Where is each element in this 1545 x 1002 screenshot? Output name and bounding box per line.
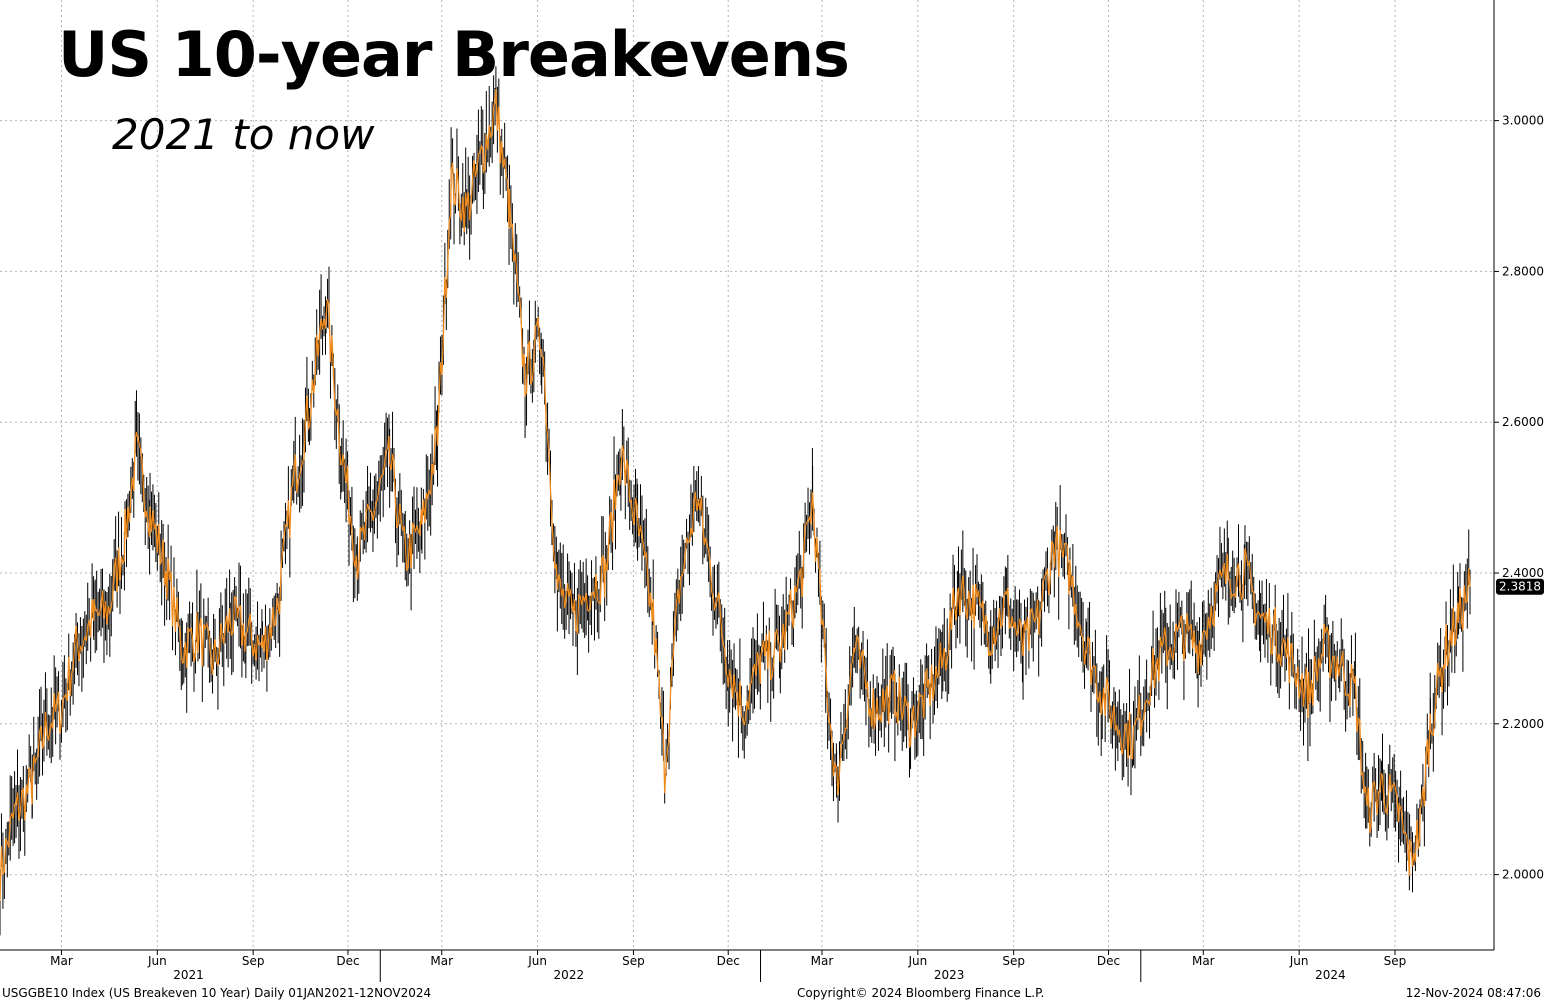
- axes: [0, 0, 1499, 982]
- footer-ticker-info: USGGBE10 Index (US Breakeven 10 Year) Da…: [2, 986, 432, 1000]
- year-label: 2021: [173, 968, 204, 982]
- x-tick-label: Dec: [1097, 954, 1120, 968]
- footer-copyright: Copyright© 2024 Bloomberg Finance L.P.: [797, 986, 1045, 1000]
- last-value-label: 2.3818: [1499, 580, 1541, 594]
- footer-timestamp: 12-Nov-2024 08:47:06: [1405, 986, 1541, 1000]
- y-tick-label: 2.2000: [1502, 717, 1544, 731]
- last-value-badge: [1496, 578, 1544, 595]
- series-line: [0, 88, 1471, 902]
- x-tick-label: Mar: [50, 954, 73, 968]
- x-tick-label: Dec: [336, 954, 359, 968]
- y-tick-label: 2.8000: [1502, 264, 1544, 278]
- x-tick-label: Mar: [1192, 954, 1215, 968]
- y-tick-label: 3.0000: [1502, 114, 1544, 128]
- breakeven-line: [0, 88, 1471, 902]
- y-tick-label: 2.4000: [1502, 566, 1544, 580]
- x-tick-label: Jun: [907, 954, 927, 968]
- x-tick-label: Sep: [242, 954, 265, 968]
- gridlines: [0, 0, 1494, 950]
- x-tick-label: Mar: [811, 954, 834, 968]
- axis-labels: 2.0000 2.2000 2.4000 2.6000 2.8000 3.0000 Mar J…: [50, 114, 1544, 982]
- y-tick-label: 2.0000: [1502, 868, 1544, 882]
- year-label: 2022: [554, 968, 585, 982]
- x-tick-label: Sep: [1002, 954, 1025, 968]
- x-tick-label: Sep: [1384, 954, 1407, 968]
- x-tick-label: Dec: [717, 954, 740, 968]
- x-tick-label: Mar: [430, 954, 453, 968]
- x-tick-label: Jun: [527, 954, 547, 968]
- x-tick-label: Jun: [1289, 954, 1309, 968]
- x-tick-label: Jun: [147, 954, 167, 968]
- chart-title: US 10-year Breakevens: [58, 18, 850, 91]
- ohlc-bars: [0, 66, 1471, 936]
- chart-subtitle: 2021 to now: [112, 110, 375, 159]
- year-label: 2023: [934, 968, 965, 982]
- y-tick-label: 2.6000: [1502, 415, 1544, 429]
- year-label: 2024: [1315, 968, 1346, 982]
- x-tick-label: Sep: [622, 954, 645, 968]
